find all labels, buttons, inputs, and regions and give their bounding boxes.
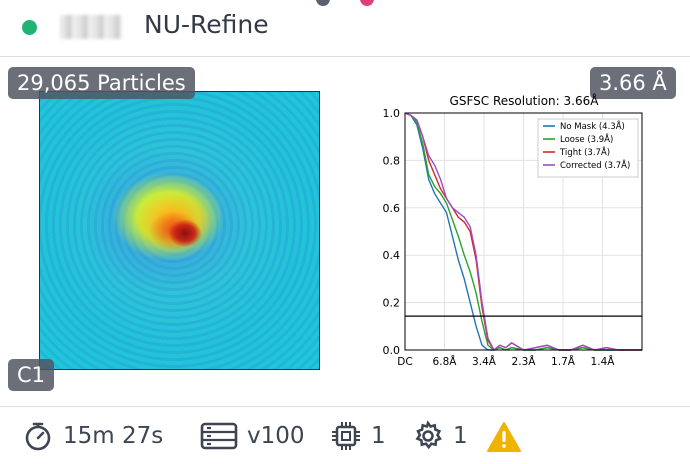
duration-stat: 15m 27s bbox=[22, 421, 163, 451]
plot-frame bbox=[404, 112, 643, 351]
x-tick-label: 3.4Å bbox=[472, 355, 497, 368]
job-header: NU-Refine bbox=[0, 0, 690, 57]
window-dot bbox=[360, 0, 374, 6]
y-tick-label: 0.6 bbox=[383, 202, 401, 215]
y-tick-label: 0.4 bbox=[383, 249, 401, 262]
status-dot bbox=[22, 20, 37, 35]
y-tick-label: 0.2 bbox=[383, 297, 401, 310]
x-tick-label: 1.4Å bbox=[591, 355, 616, 368]
job-title[interactable]: NU-Refine bbox=[144, 10, 269, 39]
stopwatch-icon bbox=[25, 422, 51, 451]
chart-title: GSFSC Resolution: 3.66Å bbox=[450, 93, 600, 108]
version-value: v100 bbox=[247, 423, 305, 449]
fsc-chart: GSFSC Resolution: 3.66Å 0.0 0.2 0.4 0.6 0.8 1… bbox=[383, 93, 643, 368]
fsc-series-line bbox=[404, 112, 642, 352]
version-stat: v100 bbox=[200, 421, 305, 451]
y-tick-label: 0.0 bbox=[383, 344, 401, 357]
legend-label: Corrected (3.7Å) bbox=[560, 159, 630, 171]
x-tick-label: 6.8Å bbox=[433, 355, 458, 368]
server-icon bbox=[200, 422, 238, 450]
x-axis-ticks: DC 6.8Å 3.4Å 2.3Å 1.7Å 1.4Å bbox=[397, 355, 615, 368]
fsc-series-line bbox=[404, 112, 642, 351]
threads-stat: 1 bbox=[412, 420, 468, 451]
volume-slice-image bbox=[39, 91, 320, 370]
x-tick-label: DC bbox=[397, 356, 412, 368]
legend-label: No Mask (4.3Å) bbox=[560, 120, 625, 132]
job-preview-panel[interactable]: 29,065 Particles 3.66 Å C1 GSFSC Resolut… bbox=[0, 57, 690, 405]
duration-value: 15m 27s bbox=[63, 423, 164, 449]
legend-label: Tight (3.7Å) bbox=[559, 146, 610, 158]
symmetry-badge: C1 bbox=[8, 359, 55, 391]
y-tick-label: 0.8 bbox=[383, 154, 401, 167]
y-tick-label: 1.0 bbox=[383, 107, 401, 120]
warning-icon[interactable] bbox=[486, 421, 522, 453]
legend-box bbox=[537, 118, 639, 178]
y-axis-ticks: 0.0 0.2 0.4 0.6 0.8 1.0 bbox=[383, 107, 401, 357]
cpu-chip-icon bbox=[332, 422, 360, 450]
particle-count-badge: 29,065 Particles bbox=[8, 67, 195, 99]
gear-icon bbox=[415, 420, 442, 450]
threads-count: 1 bbox=[453, 423, 468, 449]
job-footer: 15m 27s v100 1 bbox=[0, 406, 690, 464]
x-tick-label: 1.7Å bbox=[551, 355, 576, 368]
gpu-stat: 1 bbox=[330, 421, 386, 451]
x-tick-label: 2.3Å bbox=[512, 355, 537, 368]
chart-legend: No Mask (4.3Å)Loose (3.9Å)Tight (3.7Å)Co… bbox=[537, 118, 639, 178]
resolution-badge: 3.66 Å bbox=[590, 67, 676, 99]
blurred-job-id bbox=[60, 15, 122, 39]
legend-label: Loose (3.9Å) bbox=[560, 133, 613, 145]
window-dot bbox=[316, 0, 330, 6]
gpu-count: 1 bbox=[371, 423, 386, 449]
